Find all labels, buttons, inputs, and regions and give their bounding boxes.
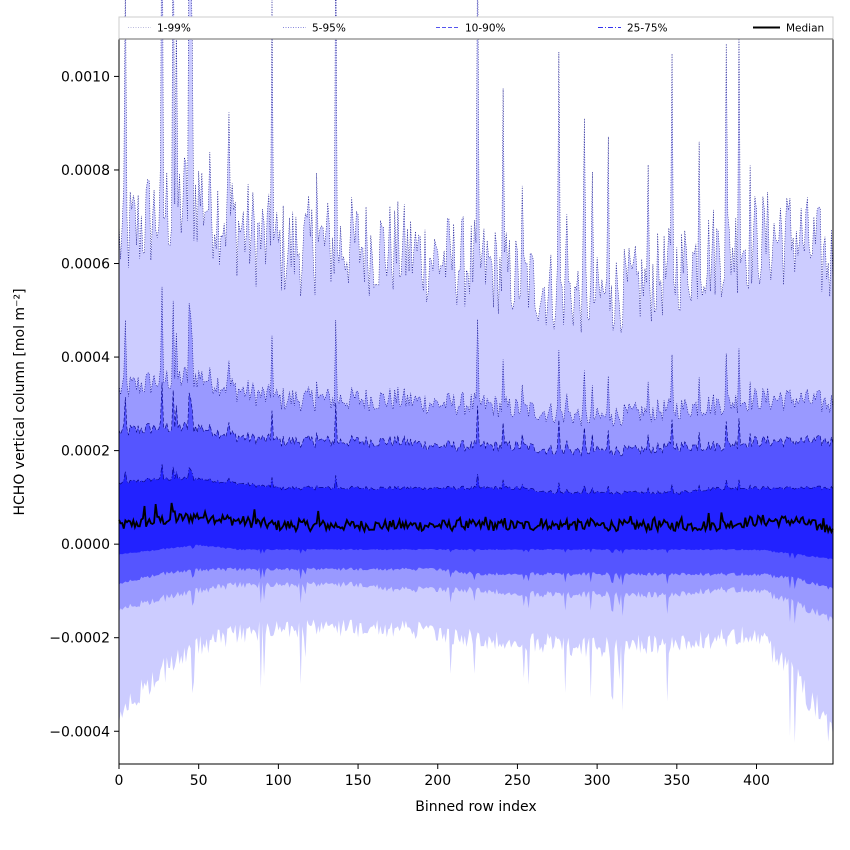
- x-tick-label: 0: [115, 773, 124, 789]
- y-tick-label: −0.0002: [49, 631, 110, 647]
- band-layer: [119, 0, 833, 743]
- x-tick-label: 250: [504, 773, 531, 789]
- x-axis: 0 50 100 150 200 250 300 350 400: [115, 764, 770, 789]
- band-upper-line-1-99%: [118, 0, 834, 333]
- band-upper-line-25-75%: [118, 463, 834, 495]
- y-tick-label: 0.0004: [61, 350, 110, 366]
- line-layer: [118, 0, 834, 535]
- legend-label: Median: [786, 23, 824, 35]
- legend-label: 1-99%: [157, 23, 191, 35]
- y-tick-label: 0.0000: [61, 537, 110, 553]
- y-axis: −0.0004 −0.0002 0.0000 0.0002 0.0004 0.0006 0.…: [49, 69, 119, 740]
- x-tick-label: 100: [265, 773, 292, 789]
- y-tick-label: 0.0008: [61, 163, 110, 179]
- x-tick-label: 400: [743, 773, 770, 789]
- legend-label: 25-75%: [627, 23, 668, 35]
- band-upper-line-10-90%: [118, 382, 834, 457]
- legend-label: 10-90%: [465, 23, 506, 35]
- x-tick-label: 300: [584, 773, 611, 789]
- y-tick-label: 0.0006: [61, 257, 110, 273]
- x-tick-label: 150: [345, 773, 372, 789]
- band-area-25-75%: [119, 463, 833, 560]
- median-line: [118, 502, 834, 535]
- legend: 1-99% 5-95% 10-90% 25-75% Median: [118, 16, 834, 40]
- x-tick-label: 200: [424, 773, 451, 789]
- y-tick-label: 0.0002: [61, 444, 110, 460]
- x-tick-label: 50: [190, 773, 208, 789]
- y-axis-label: HCHO vertical column [mol m⁻²]: [12, 288, 28, 515]
- x-tick-label: 350: [663, 773, 690, 789]
- y-tick-label: −0.0004: [49, 724, 110, 740]
- legend-label: 5-95%: [312, 23, 346, 35]
- y-tick-label: 0.0010: [61, 69, 110, 85]
- x-axis-label: Binned row index: [415, 799, 536, 815]
